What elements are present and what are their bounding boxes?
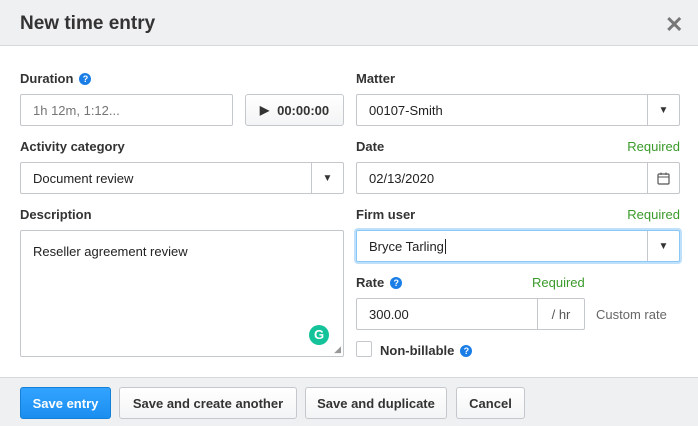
- rate-unit: / hr: [537, 299, 584, 329]
- resize-handle-icon[interactable]: ◢: [334, 344, 341, 354]
- matter-value: 00107-Smith: [369, 102, 443, 118]
- timer-value: 00:00:00: [277, 102, 330, 118]
- rate-label: Rate?: [356, 275, 403, 290]
- firm-user-select[interactable]: Bryce Tarling ▼: [356, 230, 680, 262]
- timer-button[interactable]: ▶ 00:00:00: [245, 94, 344, 126]
- rate-label-text: Rate: [356, 275, 385, 290]
- save-and-duplicate-button[interactable]: Save and duplicate: [305, 387, 447, 419]
- chevron-down-icon[interactable]: ▼: [647, 231, 679, 261]
- help-icon[interactable]: ?: [390, 277, 403, 289]
- dialog-title: New time entry: [20, 13, 156, 34]
- activity-label: Activity category: [20, 139, 125, 154]
- activity-select[interactable]: Document review ▼: [20, 162, 344, 194]
- description-label: Description: [20, 207, 92, 222]
- date-required: Required: [627, 139, 680, 154]
- rate-value: 300.00: [369, 306, 409, 322]
- grammarly-icon[interactable]: G: [309, 325, 329, 345]
- dialog-header: [0, 0, 698, 46]
- duration-input[interactable]: [20, 94, 233, 126]
- custom-rate-note: Custom rate: [596, 307, 667, 322]
- cancel-button[interactable]: Cancel: [456, 387, 525, 419]
- matter-label: Matter: [356, 71, 396, 86]
- date-value: 02/13/2020: [369, 170, 435, 186]
- matter-select[interactable]: 00107-Smith ▼: [356, 94, 680, 126]
- activity-value: Document review: [33, 170, 134, 186]
- firm-user-required: Required: [627, 207, 680, 222]
- description-textarea[interactable]: Reseller agreement review G ◢: [20, 230, 344, 357]
- rate-input[interactable]: 300.00 / hr: [356, 298, 585, 330]
- date-input[interactable]: 02/13/2020: [356, 162, 680, 194]
- firm-user-label: Firm user: [356, 207, 416, 222]
- chevron-down-icon[interactable]: ▼: [647, 95, 679, 125]
- calendar-icon[interactable]: [647, 163, 679, 193]
- non-billable-checkbox[interactable]: [356, 341, 372, 357]
- firm-user-value: Bryce Tarling: [369, 238, 444, 254]
- play-icon: ▶: [259, 103, 270, 117]
- non-billable-label: Non-billable?: [380, 343, 473, 358]
- close-icon[interactable]: ✕: [665, 12, 684, 37]
- duration-label-text: Duration: [20, 71, 74, 86]
- help-icon[interactable]: ?: [460, 345, 473, 357]
- save-entry-button[interactable]: Save entry: [20, 387, 111, 419]
- description-value: Reseller agreement review: [33, 244, 188, 259]
- duration-label: Duration?: [20, 71, 92, 86]
- non-billable-text: Non-billable: [380, 343, 455, 358]
- chevron-down-icon[interactable]: ▼: [311, 163, 343, 193]
- help-icon[interactable]: ?: [79, 73, 92, 85]
- date-label: Date: [356, 139, 385, 154]
- rate-required: Required: [532, 275, 585, 290]
- save-and-create-another-button[interactable]: Save and create another: [119, 387, 297, 419]
